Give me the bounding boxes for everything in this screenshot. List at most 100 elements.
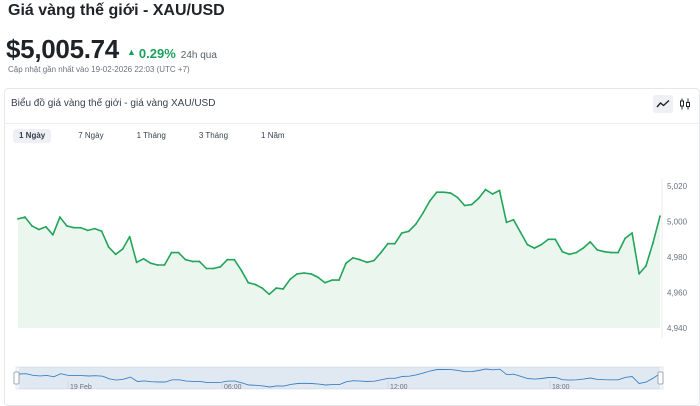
price-point — [575, 251, 578, 254]
change-period: 24h qua — [180, 50, 217, 61]
line-chart-button[interactable] — [653, 95, 673, 113]
price-points — [17, 188, 661, 296]
price-point — [491, 193, 494, 195]
price-point — [114, 253, 117, 256]
price-point — [610, 251, 613, 254]
tab-1-month[interactable]: 1 Tháng — [136, 131, 166, 140]
tab-1-day[interactable]: 1 Ngày — [13, 129, 52, 143]
price-point — [219, 265, 222, 268]
price-point — [128, 235, 131, 238]
card-header-divider — [5, 123, 699, 124]
candlestick-chart-button[interactable] — [675, 95, 695, 113]
navigator-selection[interactable] — [19, 367, 660, 389]
range-navigator[interactable]: 19 Feb 06:00 12:00 18:00 — [13, 366, 664, 391]
price-point — [163, 264, 166, 266]
price-point — [79, 226, 82, 229]
price-point — [24, 216, 26, 218]
price-point — [240, 269, 243, 272]
price-point — [310, 272, 312, 275]
price-point — [393, 242, 396, 245]
price-point — [638, 272, 640, 275]
price-point — [268, 293, 271, 296]
price-point — [156, 264, 159, 266]
price-point — [456, 196, 459, 199]
price-point — [107, 246, 110, 249]
price-point — [442, 191, 445, 194]
price-point — [631, 232, 633, 234]
price-point — [596, 249, 599, 251]
price-point — [519, 231, 522, 234]
price-point — [31, 225, 33, 227]
price-point — [407, 230, 410, 233]
price-point — [359, 258, 361, 261]
price-point — [386, 242, 389, 245]
price-point — [449, 192, 452, 195]
navigator-right-handle[interactable] — [657, 371, 664, 385]
price-point — [589, 241, 592, 243]
price-point — [414, 223, 417, 226]
price-area-fill — [18, 189, 660, 328]
price-point — [345, 262, 347, 265]
price-point — [526, 243, 529, 246]
price-point — [212, 267, 215, 270]
price-point — [505, 221, 508, 224]
price-point — [205, 267, 208, 270]
price-point — [296, 272, 299, 275]
price-point — [435, 191, 438, 194]
tab-1-year[interactable]: 1 Năm — [261, 131, 285, 140]
price-point — [282, 288, 285, 290]
price-point — [198, 260, 201, 263]
price-point — [561, 250, 564, 253]
price-point — [72, 226, 75, 229]
price-point — [338, 279, 340, 281]
navigator-time-label: 19 Feb — [70, 384, 92, 391]
price-point — [477, 197, 480, 200]
price-point — [512, 218, 515, 221]
price-point — [142, 257, 145, 260]
navigator-labels: 19 Feb 06:00 12:00 18:00 — [67, 381, 570, 391]
price-point — [554, 238, 557, 241]
page-title: Giá vàng thế giới - XAU/USD — [8, 2, 225, 19]
price-point — [652, 241, 654, 244]
price-point — [533, 247, 536, 250]
price-point — [247, 281, 250, 284]
price-point — [191, 260, 194, 263]
price-point — [184, 258, 187, 261]
line-chart-icon — [656, 99, 670, 108]
price-point — [470, 203, 473, 206]
price-point — [170, 251, 173, 254]
price-point — [86, 229, 89, 232]
price-point — [352, 256, 354, 259]
price-point — [38, 228, 40, 231]
price-point — [51, 233, 54, 236]
tab-7-days[interactable]: 7 Ngày — [78, 131, 104, 140]
price-point — [659, 215, 661, 218]
y-axis-tick-label: 4,960 — [667, 289, 688, 298]
price-point — [317, 276, 319, 279]
y-axis-tick-label: 5,020 — [667, 182, 688, 191]
price-point — [121, 248, 124, 250]
y-axis: 5,020 5,000 4,980 4,960 4,940 — [661, 178, 688, 338]
price-point — [379, 251, 382, 254]
price-point — [93, 227, 96, 230]
price-point — [324, 281, 326, 284]
price-point — [540, 243, 543, 246]
price-point — [568, 253, 571, 256]
price-point — [226, 258, 229, 261]
price-point — [177, 251, 180, 254]
tab-3-months[interactable]: 3 Tháng — [198, 131, 229, 140]
price-point — [498, 189, 501, 192]
price-point — [58, 216, 61, 218]
price-point — [582, 247, 585, 250]
navigator-time-label: 06:00 — [224, 384, 242, 391]
price-point — [135, 261, 138, 264]
chart-title: Biểu đồ giá vàng thế giới - giá vàng XAU… — [11, 98, 216, 109]
y-axis-tick-label: 4,980 — [667, 253, 688, 262]
price-point — [366, 261, 368, 264]
price-point — [65, 225, 68, 227]
candlestick-chart-icon — [680, 98, 690, 110]
navigator-left-handle[interactable] — [13, 371, 20, 385]
price-point — [463, 204, 466, 207]
navigator-time-label: 18:00 — [552, 384, 570, 391]
